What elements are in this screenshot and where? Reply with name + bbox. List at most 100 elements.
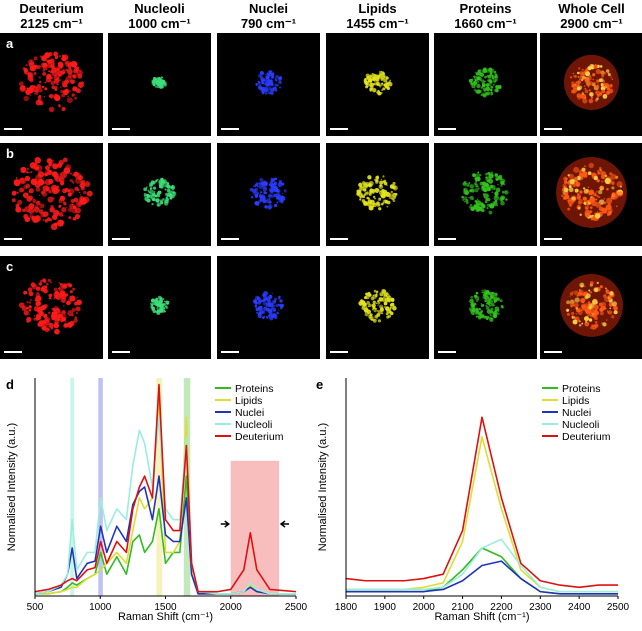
image-speckle bbox=[274, 83, 278, 87]
image-speckle bbox=[588, 67, 592, 70]
image-speckle bbox=[481, 79, 485, 83]
image-speckle bbox=[57, 313, 63, 319]
image-speckle bbox=[271, 292, 273, 294]
image-speckle bbox=[378, 204, 380, 207]
image-speckle bbox=[617, 191, 624, 197]
image-speckle bbox=[69, 203, 75, 210]
image-speckle bbox=[383, 83, 387, 87]
image-speckle bbox=[468, 182, 471, 184]
image-speckle bbox=[389, 306, 392, 309]
image-speckle bbox=[592, 299, 598, 305]
image-speckle bbox=[572, 316, 575, 318]
image-speckle bbox=[606, 187, 609, 191]
image-speckle bbox=[26, 301, 29, 304]
image-speckle bbox=[596, 79, 600, 84]
spectrum-line bbox=[346, 436, 618, 593]
image-speckle bbox=[488, 78, 493, 83]
image-speckle bbox=[611, 192, 616, 197]
image-speckle bbox=[500, 200, 505, 206]
image-speckle bbox=[44, 87, 48, 91]
image-speckle bbox=[48, 70, 51, 73]
image-speckle bbox=[164, 203, 166, 205]
highlight-band bbox=[98, 378, 103, 596]
image-speckle bbox=[382, 199, 387, 204]
image-speckle bbox=[151, 198, 154, 201]
image-speckle bbox=[86, 190, 93, 197]
image-speckle bbox=[49, 93, 54, 99]
image-speckle bbox=[68, 90, 71, 93]
image-speckle bbox=[587, 301, 591, 304]
image-speckle bbox=[585, 308, 591, 315]
image-speckle bbox=[383, 292, 388, 297]
image-speckle bbox=[274, 78, 278, 82]
image-speckle bbox=[72, 287, 76, 291]
image-speckle bbox=[65, 61, 72, 68]
image-speckle bbox=[250, 195, 254, 199]
image-speckle bbox=[365, 306, 368, 308]
image-speckle bbox=[596, 97, 599, 100]
image-speckle bbox=[575, 306, 578, 310]
image-speckle bbox=[274, 188, 280, 193]
image-speckle bbox=[567, 207, 571, 211]
image-speckle bbox=[41, 191, 44, 194]
image-speckle bbox=[484, 299, 488, 303]
image-speckle bbox=[480, 86, 484, 89]
image-speckle bbox=[500, 181, 505, 185]
image-speckle bbox=[476, 300, 478, 303]
image-speckle bbox=[485, 293, 487, 296]
image-speckle bbox=[499, 299, 503, 303]
image-speckle bbox=[607, 73, 611, 77]
image-speckle bbox=[42, 219, 45, 221]
image-speckle bbox=[155, 79, 158, 83]
image-speckle bbox=[594, 213, 601, 219]
image-speckle bbox=[270, 190, 274, 194]
image-speckle bbox=[609, 84, 613, 88]
image-speckle bbox=[578, 199, 584, 204]
image-speckle bbox=[259, 309, 265, 315]
image-speckle bbox=[63, 322, 69, 329]
image-speckle bbox=[62, 188, 67, 194]
image-speckle bbox=[573, 302, 579, 308]
image-speckle bbox=[278, 179, 283, 184]
image-speckle bbox=[160, 76, 163, 79]
image-speckle bbox=[60, 89, 64, 94]
legend-label: Proteins bbox=[562, 383, 601, 395]
image-speckle bbox=[256, 185, 259, 188]
image-speckle bbox=[578, 85, 583, 90]
image-speckle bbox=[160, 304, 164, 308]
image-panel bbox=[108, 256, 211, 359]
image-speckle bbox=[590, 326, 593, 330]
image-speckle bbox=[48, 293, 53, 298]
image-speckle bbox=[605, 288, 609, 292]
image-speckle bbox=[33, 315, 36, 317]
image-speckle bbox=[145, 186, 148, 189]
image-speckle bbox=[494, 75, 498, 79]
image-speckle bbox=[270, 70, 273, 73]
image-speckle bbox=[590, 282, 594, 286]
image-speckle bbox=[577, 193, 580, 196]
image-speckle bbox=[168, 193, 173, 197]
image-speckle bbox=[279, 299, 283, 303]
image-speckle bbox=[45, 283, 49, 286]
image-speckle bbox=[266, 79, 271, 85]
image-speckle bbox=[60, 293, 67, 300]
image-speckle bbox=[72, 174, 75, 177]
image-speckle bbox=[75, 311, 79, 315]
image-speckle bbox=[263, 79, 266, 82]
image-speckle bbox=[372, 76, 374, 79]
image-speckle bbox=[151, 308, 155, 312]
image-speckle bbox=[28, 188, 34, 194]
image-speckle bbox=[261, 305, 263, 308]
arrow bbox=[220, 520, 230, 528]
legend-label: Nucleoli bbox=[562, 419, 599, 431]
image-speckle bbox=[571, 311, 575, 315]
column-wavenumber: 2125 cm⁻¹ bbox=[20, 16, 83, 31]
image-speckle bbox=[372, 300, 376, 304]
image-speckle bbox=[606, 84, 610, 88]
image-speckle bbox=[479, 174, 482, 176]
image-speckle bbox=[572, 87, 578, 93]
image-speckle bbox=[589, 196, 596, 203]
x-tick-label: 2000 bbox=[220, 602, 243, 613]
image-speckle bbox=[23, 310, 29, 316]
image-speckle bbox=[50, 64, 55, 69]
